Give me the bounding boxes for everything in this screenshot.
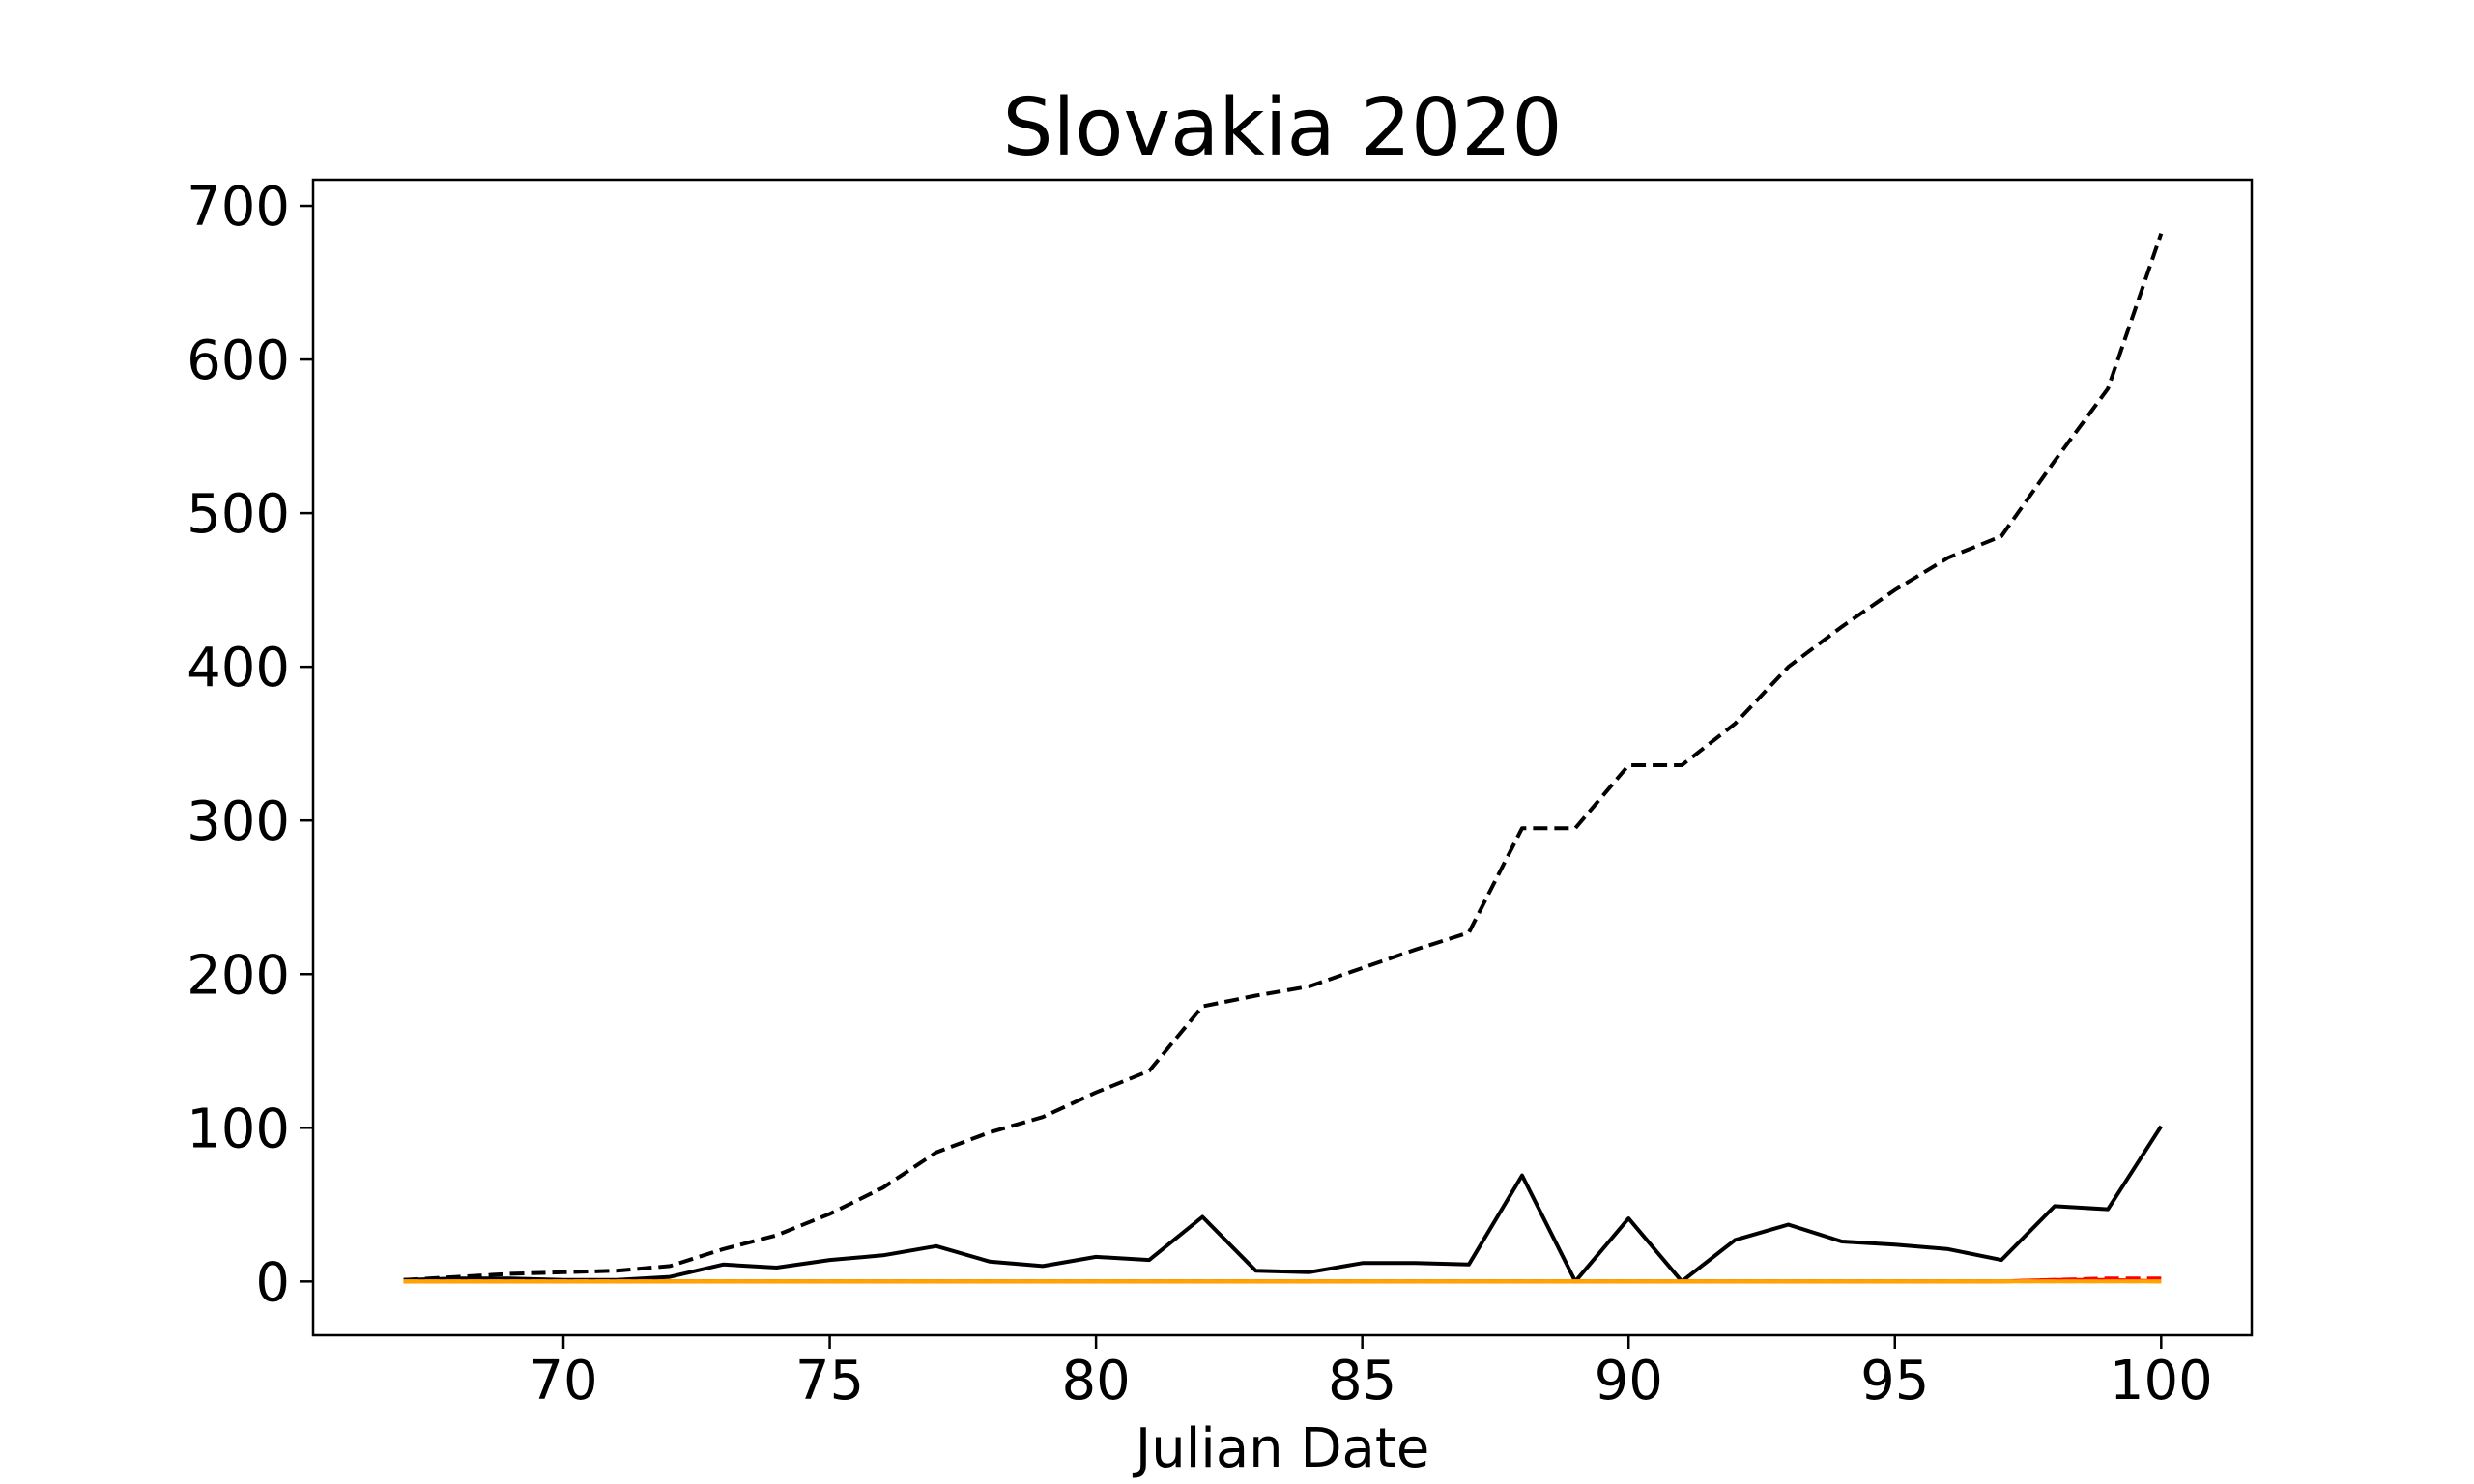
chart-title: Slovakia 2020 — [1002, 82, 1562, 174]
y-tick-label: 100 — [187, 1098, 290, 1160]
y-tick-label: 200 — [187, 944, 290, 1007]
x-tick-label: 80 — [1061, 1350, 1130, 1413]
x-tick-label: 100 — [2110, 1350, 2213, 1413]
y-tick-label: 400 — [187, 637, 290, 699]
x-tick-label: 95 — [1860, 1350, 1929, 1413]
x-tick-label: 75 — [795, 1350, 864, 1413]
x-tick-label: 70 — [529, 1350, 597, 1413]
x-tick-label: 85 — [1328, 1350, 1396, 1413]
x-tick-label: 90 — [1595, 1350, 1663, 1413]
x-axis-label: Julian Date — [1133, 1417, 1430, 1480]
series-line-0 — [403, 233, 2164, 1282]
series-line-1 — [403, 1125, 2163, 1284]
y-tick-label: 300 — [187, 790, 290, 853]
plot-frame — [311, 178, 2254, 1337]
y-tick-label: 500 — [187, 483, 290, 546]
y-tick-label: 700 — [187, 176, 290, 239]
y-tick-label: 0 — [255, 1251, 290, 1314]
plot-lines — [403, 233, 2164, 1284]
y-axis-ticks: 0 100 200 300 400 500 600 700 — [187, 176, 313, 1314]
y-tick-label: 600 — [187, 329, 290, 392]
x-axis-ticks: 70 75 80 85 90 95 100 — [529, 1335, 2213, 1413]
